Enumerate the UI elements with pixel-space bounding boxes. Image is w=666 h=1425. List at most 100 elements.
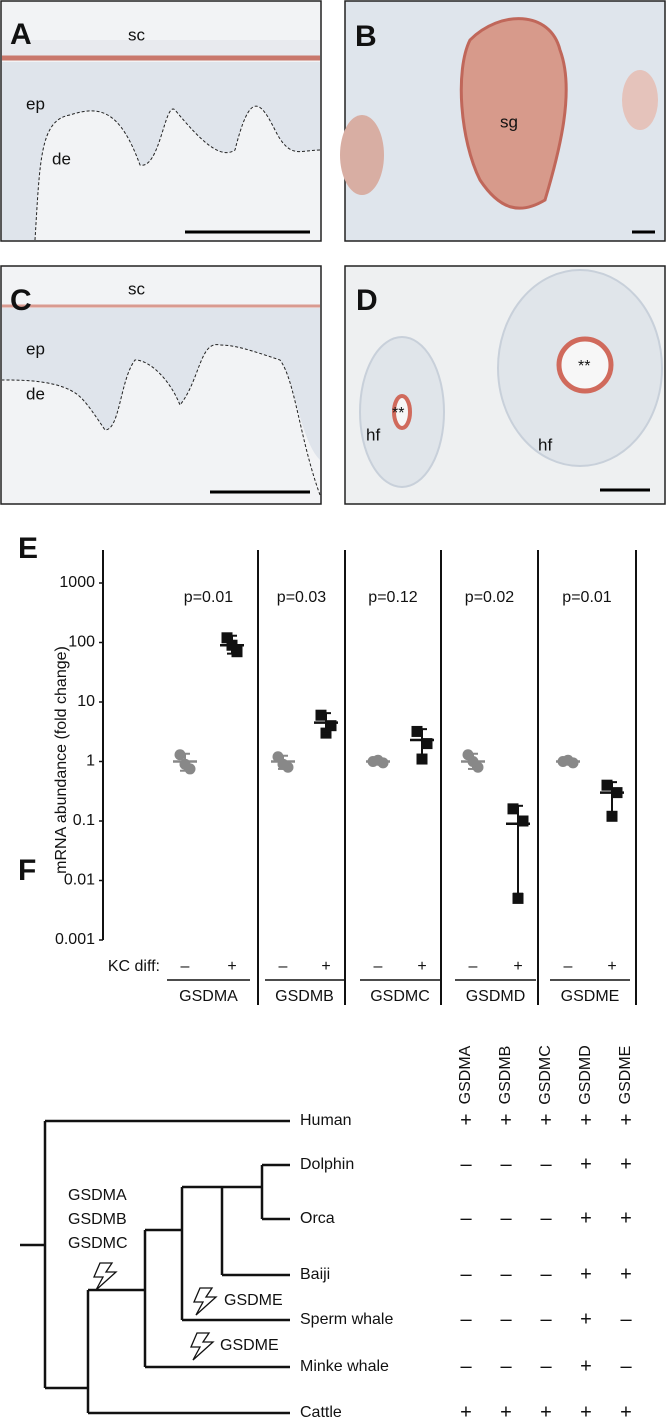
ancestral-label: GSDMC [68,1235,128,1252]
presence-mark: + [620,1401,632,1423]
gene-header: GSDMD [577,1045,594,1105]
presence-mark: – [500,1355,512,1377]
presence-mark: – [500,1153,512,1175]
species-label: Human [300,1112,352,1129]
condition-label: – [564,958,573,975]
presence-mark: + [580,1355,592,1377]
presence-mark: + [580,1263,592,1285]
panel-label: B [355,20,377,53]
species-label: Cattle [300,1404,342,1421]
panel-d: D ** ** hf hf [344,265,666,505]
condition-label: + [607,958,616,975]
sebaceous-gland [459,17,568,210]
point [517,815,529,827]
panel-label: C [10,284,32,317]
point [421,738,433,750]
species-label: Minke whale [300,1358,389,1375]
micrograph [0,265,322,505]
y-tick-label: 0.001 [55,931,95,948]
annotation: ** [392,405,404,422]
presence-mark: – [540,1308,552,1330]
presence-mark: – [540,1263,552,1285]
presence-mark: + [540,1401,552,1423]
y-tick-label: 0.1 [73,812,95,829]
species-label: Sperm whale [300,1311,393,1328]
presence-mark: – [460,1308,472,1330]
point [231,646,243,658]
p-value: p=0.01 [562,589,611,606]
panel-label: F [18,854,36,887]
p-value: p=0.02 [465,589,514,606]
annotation: ep [26,339,45,358]
boundary [34,105,321,241]
y-tick-label: 1000 [59,574,95,591]
lightning [190,1332,215,1361]
annotation: hf [538,435,552,454]
presence-mark: + [620,1109,632,1131]
presence-mark: – [620,1355,632,1377]
condition-label: + [321,958,330,975]
stain [556,336,614,394]
presence-mark: + [620,1153,632,1175]
stain [392,394,412,430]
species-label: Baiji [300,1266,330,1283]
branches [20,1119,290,1415]
presence-mark: + [500,1401,512,1423]
presence-mark: + [580,1153,592,1175]
presence-mark: + [460,1401,472,1423]
presence-mark: – [540,1355,552,1377]
panel-a: A sc ep de [0,0,322,242]
ancestral-label: GSDMB [68,1211,127,1228]
presence-mark: – [540,1153,552,1175]
presence-mark: – [500,1263,512,1285]
point [601,779,613,791]
y-tick-label: 0.01 [64,872,95,889]
point [512,892,524,904]
annotation: ** [578,358,590,375]
point [325,720,337,732]
y-axis-label: mRNA abundance (fold change) [53,646,70,874]
condition-label: – [181,958,190,975]
condition-label: + [227,958,236,975]
gene-header: GSDMA [457,1045,474,1104]
presence-mark: – [620,1308,632,1330]
loss-label: GSDME [224,1292,283,1309]
annotation: ep [26,94,45,113]
stratum-corneum [2,40,320,58]
presence-mark: – [460,1263,472,1285]
p-value: p=0.12 [368,589,417,606]
presence-mark: + [620,1263,632,1285]
condition-label: – [279,958,288,975]
presence-mark: + [540,1109,552,1131]
p-value: p=0.01 [184,589,233,606]
presence-mark: + [580,1308,592,1330]
species-label: Dolphin [300,1156,354,1173]
annotation: sc [128,25,146,44]
presence-mark: – [460,1153,472,1175]
annotation: de [52,149,71,168]
presence-mark: + [500,1109,512,1131]
presence-mark: + [460,1109,472,1131]
epidermis [2,62,320,240]
presence-mark: – [500,1207,512,1229]
gene-label: GSDMA [179,988,238,1005]
gene-header: GSDMC [537,1045,554,1105]
panel-label: D [356,284,378,317]
gland [622,70,658,130]
condition-label: – [469,958,478,975]
annotation: de [26,384,45,403]
annotation: hf [366,425,380,444]
panel-label: E [18,532,38,565]
annotation: sc [128,279,146,298]
gene-header: GSDMB [497,1046,514,1105]
condition-label: + [513,958,522,975]
condition-label: + [417,958,426,975]
boundary [1,344,321,496]
point [507,803,519,815]
lightning-icons [93,1262,218,1361]
presence-mark: – [460,1207,472,1229]
lightning [193,1287,218,1316]
panel-label: A [10,18,32,51]
gene-label: GSDMB [275,988,334,1005]
